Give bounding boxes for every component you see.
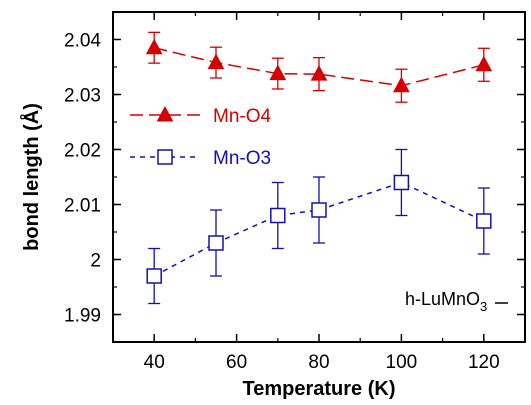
legend-label: Mn-O4 bbox=[213, 106, 272, 127]
y-tick-label: 2.03 bbox=[64, 86, 101, 107]
data-point-square bbox=[146, 268, 162, 284]
x-axis-title: Temperature (K) bbox=[243, 378, 396, 400]
data-point-triangle bbox=[393, 76, 410, 93]
legend-marker-triangle bbox=[156, 105, 174, 122]
data-point-square bbox=[270, 207, 286, 224]
data-point-square bbox=[393, 174, 410, 191]
y-tick-label: 2 bbox=[90, 251, 101, 272]
data-point-square bbox=[208, 235, 224, 251]
x-tick-label: 100 bbox=[386, 352, 418, 373]
x-tick-label: 60 bbox=[226, 352, 247, 373]
data-point-triangle bbox=[269, 64, 287, 81]
sample-annotation: h-LuMnO3 bbox=[405, 289, 487, 314]
x-tick-label: 80 bbox=[308, 352, 329, 373]
legend-marker-square bbox=[157, 149, 173, 165]
legend: Mn-O4 Mn-O3 bbox=[130, 105, 272, 169]
ticks-group: 40 60 80 100 120 1.99 2 2.01 2.02 2.03 2.04 bbox=[64, 12, 525, 373]
series-mn-o4 bbox=[145, 31, 493, 103]
x-tick-label: 40 bbox=[144, 352, 165, 373]
y-axis-title: bond length (Å) bbox=[19, 103, 43, 251]
legend-item-mn-o4: Mn-O4 bbox=[130, 105, 272, 127]
y-tick-label: 2.01 bbox=[64, 196, 101, 217]
data-point-square bbox=[476, 213, 492, 229]
sample-annotation-main: h-LuMnO bbox=[405, 289, 480, 309]
y-tick-label: 2.04 bbox=[64, 31, 101, 52]
series-layer bbox=[145, 31, 493, 305]
sample-annotation-subscript: 3 bbox=[480, 299, 487, 314]
series-line bbox=[153, 181, 485, 277]
data-point-triangle bbox=[207, 53, 225, 70]
y-tick-label: 1.99 bbox=[64, 306, 101, 327]
data-point-triangle bbox=[145, 38, 163, 55]
data-point-triangle bbox=[475, 55, 493, 72]
data-point-triangle bbox=[310, 65, 328, 81]
y-tick-label: 2.02 bbox=[64, 141, 101, 162]
legend-item-mn-o3: Mn-O3 bbox=[130, 148, 271, 169]
legend-label: Mn-O3 bbox=[213, 148, 271, 169]
data-point-square bbox=[311, 202, 327, 218]
series-mn-o3 bbox=[146, 148, 492, 305]
x-tick-label: 120 bbox=[468, 352, 500, 373]
